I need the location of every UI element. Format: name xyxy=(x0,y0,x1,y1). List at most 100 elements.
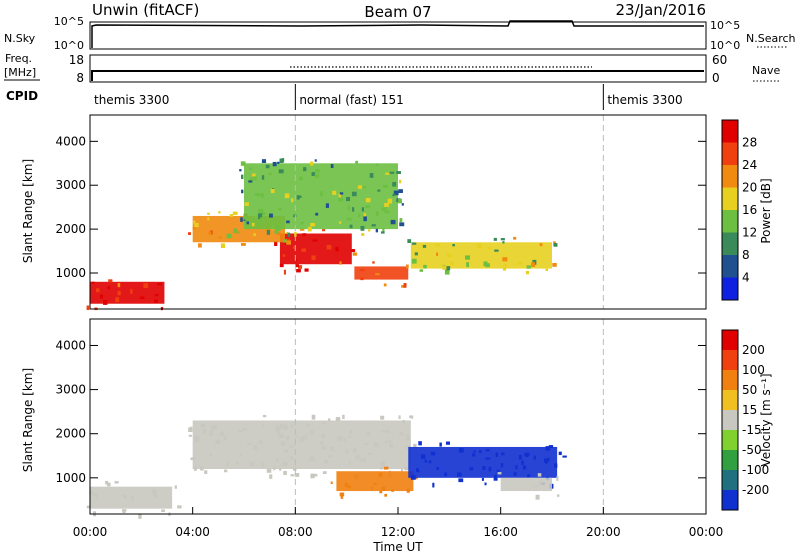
data-cell xyxy=(355,454,360,460)
data-cell xyxy=(249,167,253,171)
data-cell xyxy=(311,255,316,260)
data-cell xyxy=(466,262,469,268)
data-cell xyxy=(252,176,257,181)
data-cell xyxy=(287,232,291,238)
data-cell xyxy=(381,231,385,234)
colorbar-tick-label: 100 xyxy=(742,363,765,377)
data-cell xyxy=(458,478,464,483)
data-cell xyxy=(436,466,439,471)
power-panel: 4000 3000 2000 1000 xyxy=(55,114,707,311)
data-cell xyxy=(330,164,334,169)
data-cell xyxy=(239,453,243,457)
data-cell xyxy=(194,222,199,228)
data-cell xyxy=(151,489,157,494)
data-cell xyxy=(488,466,492,472)
data-cell xyxy=(398,189,403,193)
x-tick-label: 00:00 xyxy=(73,525,108,539)
data-cell xyxy=(261,462,264,468)
data-cell xyxy=(220,243,225,249)
velocity-ylabel: Slant Range [km] xyxy=(21,368,35,472)
data-cell xyxy=(381,486,386,491)
data-cell xyxy=(347,485,352,489)
data-cell xyxy=(524,452,530,456)
data-cell xyxy=(246,221,250,225)
data-cell xyxy=(393,190,399,196)
data-cell xyxy=(95,493,98,498)
data-cell xyxy=(556,476,559,481)
data-cell xyxy=(401,285,405,288)
data-cell xyxy=(415,468,419,472)
data-cell xyxy=(299,228,305,231)
data-cell xyxy=(484,482,487,486)
data-cell xyxy=(174,485,177,489)
data-cell xyxy=(322,471,327,474)
data-cell xyxy=(345,449,349,454)
data-cell xyxy=(240,161,246,166)
data-cell xyxy=(502,257,508,262)
data-cell xyxy=(305,424,311,427)
data-cell xyxy=(399,222,405,227)
data-cell xyxy=(243,215,247,220)
data-cell xyxy=(351,249,356,253)
data-cell xyxy=(161,509,165,513)
data-cell xyxy=(321,445,326,450)
data-cell xyxy=(398,179,402,184)
data-cell xyxy=(452,243,455,247)
cpid-segments: themis 3300 normal (fast) 151 themis 3300 xyxy=(94,84,683,110)
data-cell xyxy=(351,207,355,212)
data-cell xyxy=(547,457,550,462)
data-cell xyxy=(504,263,507,269)
colorbar-cell xyxy=(722,120,738,143)
data-cell xyxy=(310,161,314,166)
data-cell xyxy=(539,243,543,247)
data-cell xyxy=(313,473,318,477)
data-cell xyxy=(244,202,249,206)
data-cell xyxy=(224,469,228,473)
data-cell xyxy=(143,283,149,289)
data-cell xyxy=(209,453,213,456)
data-cell xyxy=(320,440,324,445)
data-cell xyxy=(382,227,385,233)
data-cell xyxy=(273,466,276,471)
data-cell xyxy=(274,241,278,246)
data-cell xyxy=(293,246,296,250)
data-cell xyxy=(192,227,196,230)
data-cell xyxy=(285,238,291,243)
data-cell xyxy=(348,435,352,438)
data-cell xyxy=(304,434,308,440)
power-ylabel: Slant Range [km] xyxy=(21,159,35,263)
data-cell xyxy=(392,193,396,197)
data-cell xyxy=(538,480,542,486)
data-cell xyxy=(357,185,363,189)
data-cell xyxy=(123,494,127,499)
data-cell xyxy=(375,273,380,276)
data-cell xyxy=(450,261,454,266)
data-cell xyxy=(379,490,383,494)
data-cell xyxy=(390,219,396,225)
data-cell xyxy=(346,217,352,221)
data-cell xyxy=(294,231,297,237)
data-cell xyxy=(89,490,93,495)
data-cell xyxy=(188,427,193,433)
data-cell xyxy=(444,472,448,477)
data-cell xyxy=(526,265,531,269)
data-cell xyxy=(362,457,367,463)
data-cell xyxy=(107,286,111,290)
data-cell xyxy=(439,442,442,447)
data-cell xyxy=(365,197,371,203)
data-cell xyxy=(311,172,316,176)
data-cell xyxy=(300,221,305,225)
colorbar-tick-label: 200 xyxy=(742,343,765,357)
data-cell xyxy=(413,443,417,449)
cpid-segment-label: normal (fast) 151 xyxy=(299,93,403,107)
data-cell xyxy=(342,414,345,420)
data-cell xyxy=(515,465,518,470)
data-cell xyxy=(339,492,345,497)
data-cell xyxy=(493,477,498,481)
data-cell xyxy=(495,452,499,457)
data-cell xyxy=(384,210,390,214)
data-cell xyxy=(522,465,527,470)
data-cell xyxy=(284,193,290,199)
data-cell xyxy=(211,425,216,430)
data-cell xyxy=(348,460,351,465)
